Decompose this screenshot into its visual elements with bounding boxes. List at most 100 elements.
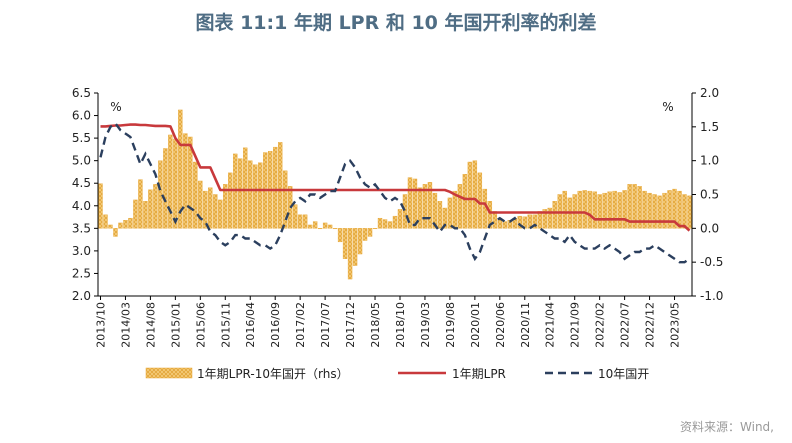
x-tick-label: 2022/07 — [619, 302, 632, 348]
spread-bar — [447, 197, 453, 229]
x-tick-label: 2020/01 — [469, 302, 482, 348]
spread-bar — [243, 147, 248, 229]
spread-bar — [577, 190, 582, 229]
spread-bar — [602, 192, 607, 229]
x-tick-label: 2019/03 — [419, 302, 432, 348]
spread-bar — [123, 220, 128, 229]
right-tick-label: 1.5 — [700, 120, 719, 134]
x-tick-label: 2023/05 — [669, 302, 682, 348]
spread-bar — [402, 194, 408, 229]
axes: 2.0 2.5 3.0 3.5 4.0 4.5 5.0 5.5 6.0 6.5 -1.0 -0.5 0.… — [72, 86, 724, 348]
spread-bar — [652, 194, 657, 229]
spread-bar — [158, 160, 163, 229]
left-tick-label: 5.5 — [72, 131, 91, 145]
spread-bar — [248, 160, 253, 229]
spread-bar — [467, 161, 473, 229]
x-tick-label: 2015/11 — [219, 302, 232, 348]
legend-label-lpr: 1年期LPR — [452, 367, 506, 381]
left-unit-label: % — [110, 100, 121, 114]
spread-bar — [677, 190, 682, 229]
left-tick-label: 3.0 — [72, 244, 91, 258]
x-tick-label: 2016/09 — [269, 302, 282, 348]
spread-bar — [153, 184, 158, 229]
spread-bar — [407, 177, 413, 229]
spread-bar — [667, 190, 672, 229]
spread-bar — [607, 191, 612, 229]
spread-bar — [108, 224, 113, 229]
spread-bar — [238, 158, 243, 229]
spread-bar — [312, 221, 318, 229]
cdb-10y-line — [99, 121, 691, 264]
spread-bar — [203, 190, 208, 229]
legend-swatch-spread — [145, 367, 193, 379]
spread-bar — [183, 133, 188, 229]
spread-bar — [377, 217, 383, 229]
spread-bar — [352, 228, 358, 266]
left-tick-label: 4.5 — [72, 176, 91, 190]
spread-bar — [492, 211, 498, 229]
spread-bar — [672, 188, 677, 229]
spread-bar — [517, 215, 522, 229]
spread-bar — [592, 191, 597, 229]
spread-bar — [452, 190, 458, 229]
spread-bar — [213, 194, 218, 229]
spread-bar — [327, 224, 333, 229]
spread-bar — [143, 201, 148, 229]
spread-bar — [587, 190, 592, 229]
spread-bar — [382, 219, 388, 229]
spread-bar — [457, 184, 463, 229]
spread-bar — [98, 183, 103, 229]
x-tick-label: 2022/02 — [594, 302, 607, 348]
spread-bar — [442, 207, 448, 229]
spread-bar — [657, 195, 662, 229]
spread-bar — [223, 184, 228, 229]
source-note: 资料来源：Wind, — [680, 420, 774, 434]
spread-bar — [278, 142, 283, 229]
right-tick-label: -0.5 — [700, 255, 723, 269]
spread-bar — [253, 164, 258, 229]
spread-bar — [637, 186, 642, 229]
spread-bar — [562, 190, 567, 229]
spread-bar — [342, 228, 348, 259]
spread-bar — [317, 228, 323, 230]
spread-bar — [168, 134, 173, 229]
spread-bar — [487, 201, 493, 229]
x-tick-label: 2021/04 — [544, 302, 557, 348]
x-tick-label: 2014/08 — [144, 302, 157, 348]
spread-bar — [432, 192, 438, 229]
x-tick-label: 2022/12 — [644, 302, 657, 348]
spread-bar — [133, 199, 138, 229]
spread-bar — [258, 162, 263, 229]
spread-bar — [502, 221, 508, 229]
spread-bar — [647, 192, 652, 229]
spread-bar — [163, 148, 168, 229]
spread-bar — [547, 207, 552, 229]
spread-bar — [357, 228, 363, 255]
right-tick-label: -1.0 — [700, 289, 723, 303]
left-tick-label: 2.0 — [72, 289, 91, 303]
left-tick-label: 2.5 — [72, 266, 91, 280]
x-tick-label: 2021/09 — [569, 302, 582, 348]
x-tick-label: 2013/10 — [95, 302, 108, 348]
x-tick-label: 2018/10 — [394, 302, 407, 348]
chart-title: 图表 11:1 年期 LPR 和 10 年国开利率的利差 — [195, 12, 597, 34]
spread-bar — [307, 224, 313, 229]
spread-bar — [662, 192, 667, 229]
spread-bar — [138, 179, 143, 229]
x-tick-label: 2017/07 — [319, 302, 332, 348]
spread-bar — [337, 228, 343, 243]
x-tick-label: 2018/05 — [369, 302, 382, 348]
series-lines — [99, 121, 691, 264]
spread-bar — [372, 228, 378, 230]
spread-bar — [682, 194, 687, 229]
spread-bar — [542, 209, 547, 229]
legend-label-spread: 1年期LPR-10年国开（rhs） — [197, 367, 349, 381]
spread-bar — [148, 189, 153, 229]
right-tick-label: 1.0 — [700, 154, 719, 168]
spread-bar — [273, 146, 278, 229]
spread-bar — [282, 170, 288, 229]
x-tick-label: 2020/11 — [519, 302, 532, 348]
spread-bar — [632, 184, 637, 229]
x-tick-label: 2020/06 — [494, 302, 507, 348]
